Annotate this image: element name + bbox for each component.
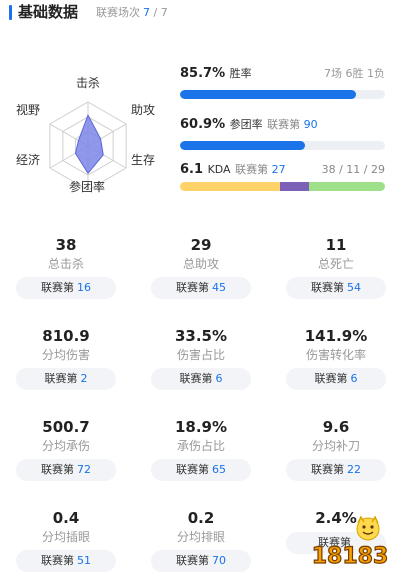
stat-value: 2.4% — [315, 509, 357, 527]
kda-line: 38 / 11 / 29 — [321, 163, 385, 176]
stat-rank-pill: 联赛第 65 — [151, 459, 251, 481]
stat-rank-pill: 联赛第 51 — [16, 550, 116, 572]
stat-rank-pill: 联赛第 70 — [151, 550, 251, 572]
kda-rank: 联赛第 27 — [235, 163, 286, 176]
stat-value: 500.7 — [42, 418, 90, 436]
stat-value: 38 — [55, 236, 77, 254]
participation-value: 60.9% — [180, 117, 226, 132]
stat-value: 0.4 — [52, 509, 80, 527]
stat-label: 总助攻 — [182, 257, 219, 271]
stat-value: 29 — [190, 236, 212, 254]
kda-label: KDA — [207, 163, 231, 176]
stat-dmg-conversion: 141.9% 伤害转化率联赛第 6 — [285, 327, 387, 390]
radar-label-assists: 助攻 — [131, 103, 156, 117]
winrate-label: 胜率 — [229, 67, 252, 80]
stat-value: 810.9 — [42, 327, 90, 345]
stat-label: 分均伤害 — [41, 348, 90, 362]
stat-label: 分均排眼 — [176, 530, 225, 544]
kda-value: 6.1 — [180, 162, 204, 177]
watermark-icon: 18183 — [311, 515, 389, 570]
stat-rank-pill: 联赛第 22 — [286, 459, 386, 481]
participation-bar — [180, 141, 385, 150]
radar-chart — [49, 101, 127, 191]
participation-bar-fill — [180, 141, 305, 150]
stat-label: 分均补刀 — [311, 439, 360, 453]
games-label: 联赛场次 — [96, 6, 140, 19]
ability-radar: 击杀 助攻 生存 参团率 经济 视野 — [10, 68, 170, 198]
winrate-bar — [180, 90, 385, 99]
stat-cs-per-min: 9.6 分均补刀联赛第 22 — [285, 418, 387, 481]
stat-rank-pill: 联赛第 2 — [16, 368, 116, 390]
stat-wards-cleared-per-min: 0.2 分均排眼联赛第 70 — [150, 509, 252, 572]
stat-value: 9.6 — [322, 418, 350, 436]
games-total: / 7 — [153, 6, 168, 19]
section-title: 基础数据 — [18, 3, 79, 21]
site-watermark-logo: 18183 — [306, 515, 392, 577]
stat-label: 总死亡 — [317, 257, 354, 271]
stat-rank-pill: 联赛第 45 — [151, 277, 251, 299]
kda-segment-2 — [308, 182, 385, 191]
stat-label: 伤害占比 — [176, 348, 225, 362]
stat-value: 141.9% — [304, 327, 368, 345]
radar-label-kills: 击杀 — [76, 76, 101, 90]
stat-rank-pill: 联赛第 6 — [286, 368, 386, 390]
stat-value: 0.2 — [187, 509, 215, 527]
kda-segment-1 — [279, 182, 309, 191]
winrate-value: 85.7% — [180, 66, 226, 81]
stat-total-kills: 38 总击杀联赛第 16 — [15, 236, 117, 299]
stat-taken-per-min: 500.7 分均承伤联赛第 72 — [15, 418, 117, 481]
stat-value: 33.5% — [174, 327, 228, 345]
section-header: 基础数据 联赛场次 7 / 7 — [0, 0, 401, 26]
stat-label: 总击杀 — [47, 257, 84, 271]
radar-label-vision: 视野 — [16, 103, 41, 117]
kda-bar — [180, 182, 385, 191]
games-count: 联赛场次 7 / 7 — [96, 6, 168, 20]
stat-total-deaths: 11 总死亡联赛第 54 — [285, 236, 387, 299]
radar-label-economy: 经济 — [16, 153, 41, 167]
stat-value: 11 — [325, 236, 347, 254]
svg-text:18183: 18183 — [312, 544, 389, 569]
stat-value: 18.9% — [174, 418, 228, 436]
stat-wards-per-min: 0.4 分均插眼联赛第 51 — [15, 509, 117, 572]
header-accent-bar — [9, 5, 12, 20]
stat-rank-pill: 联赛第 72 — [16, 459, 116, 481]
games-played: 7 — [143, 6, 150, 19]
radar-label-survival: 生存 — [131, 153, 156, 167]
kda-segment-0 — [180, 182, 280, 191]
stat-dmg-per-min: 810.9 分均伤害联赛第 2 — [15, 327, 117, 390]
winrate-bar-fill — [180, 90, 356, 99]
stat-taken-share: 18.9% 承伤占比联赛第 65 — [150, 418, 252, 481]
stat-rank-pill: 联赛第 16 — [16, 277, 116, 299]
stat-dmg-share: 33.5% 伤害占比联赛第 6 — [150, 327, 252, 390]
stat-label: 分均插眼 — [41, 530, 90, 544]
stat-rank-pill: 联赛第 54 — [286, 277, 386, 299]
radar-value-area — [74, 113, 104, 175]
stat-label: 伤害转化率 — [305, 348, 366, 362]
win-loss-record: 7场 6胜 1负 — [324, 67, 385, 80]
participation-rank: 联赛第 90 — [267, 118, 318, 131]
stat-rank-pill: 联赛第 6 — [151, 368, 251, 390]
stat-total-assists: 29 总助攻联赛第 45 — [150, 236, 252, 299]
stat-label: 分均承伤 — [41, 439, 90, 453]
radar-label-participation: 参团率 — [69, 180, 106, 194]
stat-label: 承伤占比 — [176, 439, 225, 453]
participation-label: 参团率 — [229, 118, 263, 131]
